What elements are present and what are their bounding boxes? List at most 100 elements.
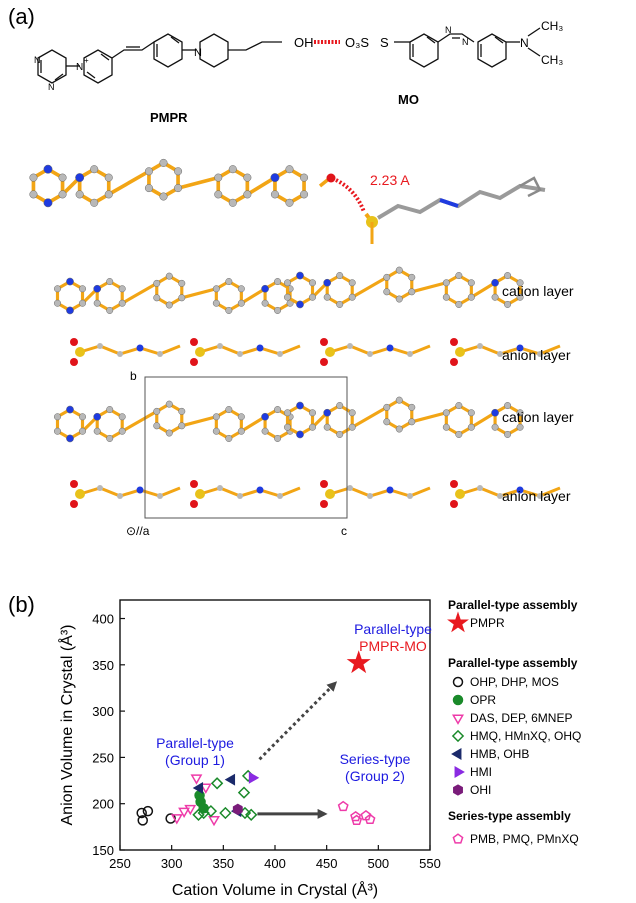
legend-marker-circle-filled bbox=[452, 694, 464, 706]
atom-carbon bbox=[29, 190, 38, 199]
atom-carbon bbox=[118, 413, 126, 421]
hbond-3d bbox=[335, 178, 366, 213]
atom-nitrogen bbox=[66, 306, 74, 315]
azo-linker bbox=[437, 33, 475, 43]
atom-carbon bbox=[174, 167, 183, 176]
scheme-ch3-top: CH₃ bbox=[541, 19, 563, 33]
atom-carbon bbox=[228, 198, 237, 207]
atom-carbon bbox=[53, 285, 61, 293]
atom-carbon bbox=[504, 272, 512, 280]
atom-nitrogen bbox=[270, 173, 280, 183]
panel-a-label: (a) bbox=[8, 4, 35, 29]
atom-carbon bbox=[144, 167, 153, 176]
legend-marker-triangle-right bbox=[454, 765, 465, 779]
point-diamond-open bbox=[204, 804, 218, 818]
axis-label-a: ⊙//a bbox=[126, 524, 150, 538]
scheme-oh-label: OH bbox=[294, 35, 314, 50]
atom-carbon bbox=[467, 409, 475, 417]
point-triangle-left bbox=[192, 781, 204, 794]
atom-carbon bbox=[225, 306, 233, 314]
legend-item-label: OHP, DHP, MOS bbox=[470, 675, 559, 689]
atom-carbon bbox=[165, 301, 173, 309]
atom-carbon bbox=[90, 165, 99, 174]
atom-carbon bbox=[178, 279, 186, 287]
legend-marker-pentagon-open bbox=[452, 833, 464, 844]
atom-carbon bbox=[516, 279, 524, 287]
legend-item-label: PMB, PMQ, PMnXQ bbox=[470, 832, 579, 846]
atom-carbon bbox=[53, 413, 61, 421]
atom-carbon bbox=[212, 427, 220, 435]
legend-item-label: OPR bbox=[470, 693, 496, 707]
atom-carbon bbox=[118, 427, 126, 435]
atom-carbon bbox=[323, 293, 331, 301]
atom-carbon bbox=[228, 165, 237, 174]
atom-carbon bbox=[106, 406, 114, 414]
point-circle-open bbox=[136, 807, 147, 819]
hbond-distance-label: 2.23 A bbox=[370, 172, 410, 188]
atom-carbon bbox=[237, 413, 245, 421]
point-pentagon-open bbox=[364, 813, 376, 825]
atom-carbon bbox=[336, 272, 344, 280]
layer-label-4: anion layer bbox=[502, 488, 571, 504]
atom-nitrogen bbox=[43, 164, 53, 174]
atom-carbon bbox=[455, 430, 463, 438]
point-triangle-left bbox=[224, 773, 236, 786]
atom-nitrogen bbox=[43, 198, 53, 208]
point-circle-open bbox=[165, 813, 176, 824]
atom-carbon bbox=[274, 406, 282, 414]
atom-carbon bbox=[53, 427, 61, 435]
atom-carbon bbox=[225, 406, 233, 414]
point-diamond-open bbox=[219, 806, 232, 820]
atom-carbon bbox=[285, 165, 294, 174]
atom-carbon bbox=[93, 299, 101, 307]
panel-a: (a) bbox=[8, 4, 574, 538]
atom-carbon bbox=[395, 295, 403, 303]
atom-carbon bbox=[516, 409, 524, 417]
atom-carbon bbox=[90, 198, 99, 207]
atom-carbon bbox=[79, 285, 87, 293]
point-triangle-down-open bbox=[208, 815, 221, 827]
x-tick-label: 500 bbox=[367, 856, 389, 871]
axis-ticks: 250 300 350 400 450 500 550 150 200 250 300 350 400 bbox=[92, 612, 441, 871]
point-star bbox=[346, 650, 371, 674]
ch2oh-chain bbox=[228, 41, 282, 51]
point-pentagon-open bbox=[337, 800, 349, 812]
y-tick-label: 200 bbox=[92, 797, 114, 812]
point-diamond-open bbox=[197, 806, 210, 820]
point-triangle-down-open bbox=[190, 774, 203, 785]
atom-carbon bbox=[408, 418, 416, 426]
dotted-trend-arrow bbox=[258, 681, 338, 761]
atom-nitrogen bbox=[491, 278, 499, 287]
mo-phenyl-ring-2 bbox=[477, 33, 507, 68]
piperidine-ring bbox=[199, 33, 229, 68]
legend: Parallel-type assembly Parallel-type ass… bbox=[447, 598, 581, 846]
atom-carbon bbox=[283, 409, 291, 417]
cation-name-label: PMPR bbox=[150, 110, 188, 125]
point-triangle-right bbox=[248, 771, 260, 784]
scheme-azo-n1: N bbox=[445, 25, 452, 35]
point-pentagon-open bbox=[350, 810, 362, 822]
atom-carbon bbox=[79, 299, 87, 307]
legend-section-1: Parallel-type assembly bbox=[448, 598, 578, 612]
atom-carbon bbox=[214, 190, 223, 199]
atom-carbon bbox=[395, 425, 403, 433]
layer-label-1: cation layer bbox=[502, 283, 574, 299]
atom-carbon bbox=[455, 402, 463, 410]
legend-marker-circle-open bbox=[452, 676, 464, 688]
atom-nitrogen bbox=[261, 284, 269, 293]
atom-carbon bbox=[283, 279, 291, 287]
atom-carbon bbox=[348, 293, 356, 301]
atom-carbon bbox=[395, 396, 403, 404]
atom-carbon bbox=[106, 434, 114, 442]
legend-item-label: HMI bbox=[470, 765, 492, 779]
atom-carbon bbox=[348, 423, 356, 431]
atom-carbon bbox=[504, 402, 512, 410]
scheme-s-label: S bbox=[380, 35, 389, 50]
atom-carbon bbox=[516, 423, 524, 431]
atom-carbon bbox=[225, 434, 233, 442]
atom-carbon bbox=[348, 279, 356, 287]
atom-carbon bbox=[442, 423, 450, 431]
unit-cell-box bbox=[144, 376, 348, 519]
atom-carbon bbox=[243, 173, 252, 182]
atom-carbon bbox=[75, 190, 84, 199]
